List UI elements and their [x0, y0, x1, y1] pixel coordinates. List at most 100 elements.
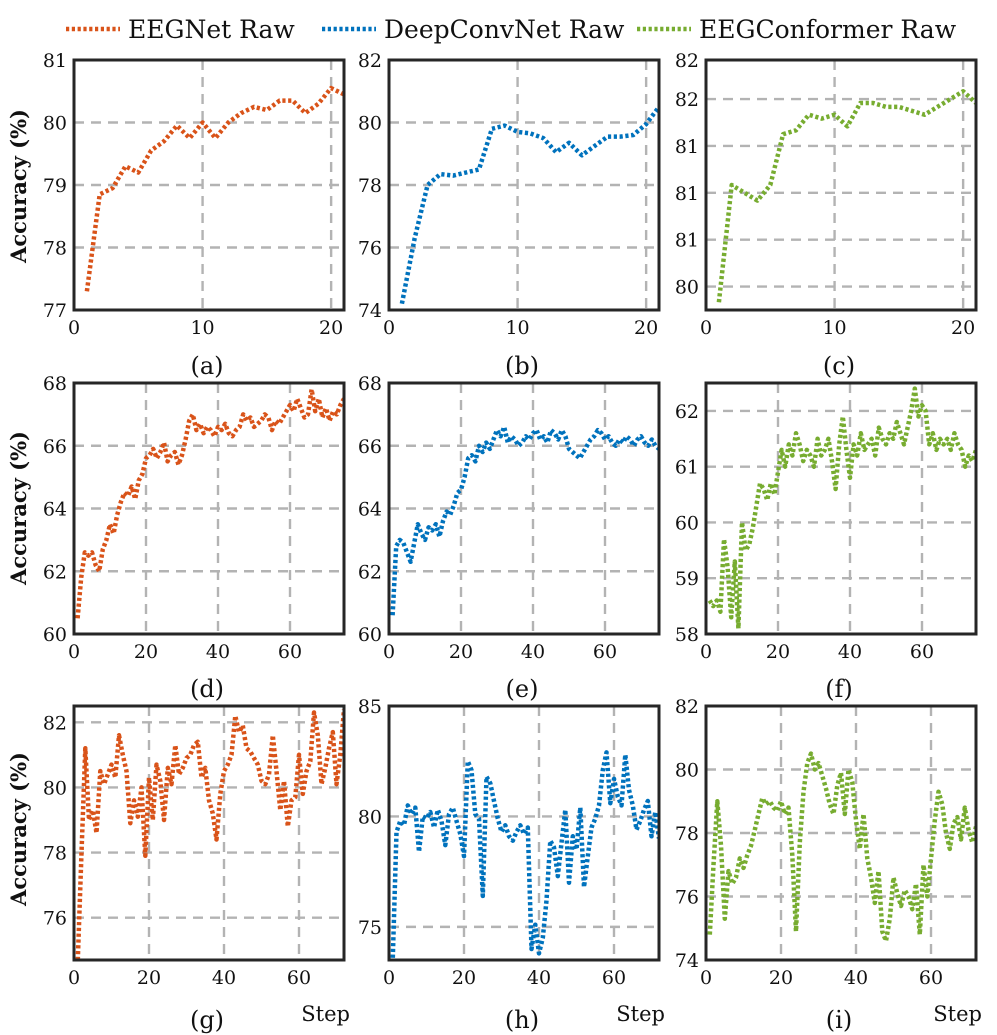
series-line-b: [399, 105, 659, 305]
panel-label: (c): [823, 352, 855, 380]
panel-label: (g): [190, 1006, 224, 1034]
x-tick-label: 20: [137, 967, 161, 989]
panel-label: (b): [505, 352, 539, 380]
x-tick-label: 0: [383, 641, 395, 663]
series-line-f: [707, 386, 976, 631]
y-axis-labels: Accuracy (%) Accuracy (%) Accuracy (%): [6, 109, 31, 907]
x-tick-label: 0: [700, 641, 712, 663]
panel-label: (d): [190, 675, 224, 703]
y-tick-label: 80: [358, 806, 382, 828]
y-tick-label: 77: [43, 300, 67, 322]
x-tick-label: 0: [68, 967, 80, 989]
x-tick-label: 0: [700, 317, 712, 339]
panels: 0 10 20 77 78 79 80 81 (a) 0 10 20 74 76 78 80 82 (b) 0 10 2…: [43, 50, 982, 1034]
y-tick-label: 75: [358, 917, 382, 939]
panel-d: 0 20 40 60 60 62 64 66 68 (d): [43, 373, 346, 703]
y-tick-label: 82: [675, 696, 699, 718]
panel-h: 0 20 40 60 75 80 85 (h) Step: [358, 696, 665, 1034]
panel-c: 0 10 20 80 81 81 81 82 82 (c): [675, 50, 978, 380]
y-tick-label: 62: [43, 561, 67, 583]
step-axis-label: Step: [301, 1002, 350, 1026]
y-tick-label: 78: [675, 823, 699, 845]
x-tick-label: 20: [449, 641, 473, 663]
legend-item-eegconformer: EEGConformer Raw: [637, 15, 957, 44]
x-tick-label: 10: [822, 317, 846, 339]
x-tick-label: 10: [190, 317, 214, 339]
legend-item-deepconvnet: DeepConvNet Raw: [322, 15, 625, 44]
y-tick-label: 85: [358, 696, 382, 718]
y-tick-label: 74: [358, 300, 382, 322]
panel-label: (a): [190, 352, 223, 380]
plot-frame: [387, 381, 661, 636]
legend: EEGNet Raw DeepConvNet Raw EEGConformer …: [66, 15, 957, 44]
x-tick-label: 0: [383, 317, 395, 339]
series-line-h: [390, 750, 659, 958]
y-tick-label: 66: [358, 436, 382, 458]
panel-i: 0 20 40 60 74 76 78 80 82 (i) Step: [675, 696, 982, 1034]
plot-frame: [72, 381, 346, 636]
x-tick-label: 40: [212, 967, 236, 989]
x-tick-label: 20: [769, 967, 793, 989]
y-tick-label: 78: [43, 238, 67, 260]
y-tick-label: 82: [675, 50, 699, 72]
panel-b: 0 10 20 74 76 78 80 82 (b): [358, 50, 661, 380]
y-tick-label: 81: [675, 230, 699, 252]
legend-label-eegconformer: EEGConformer Raw: [699, 15, 957, 44]
x-tick-label: 0: [383, 967, 395, 989]
y-tick-label: 66: [43, 436, 67, 458]
x-tick-label: 60: [602, 967, 626, 989]
panel-g: 0 20 40 60 76 78 80 82 (g) Step: [43, 704, 350, 1034]
x-tick-label: 40: [838, 641, 862, 663]
y-tick-label: 61: [675, 457, 699, 479]
x-tick-label: 20: [951, 317, 975, 339]
panel-label: (i): [826, 1006, 852, 1034]
plot-frame: [72, 704, 346, 962]
panel-label: (e): [506, 675, 539, 703]
y-tick-label: 62: [675, 401, 699, 423]
y-tick-label: 74: [675, 950, 699, 972]
y-tick-label: 60: [675, 512, 699, 534]
y-tick-label: 64: [358, 499, 382, 521]
x-tick-label: 20: [452, 967, 476, 989]
y-tick-label: 80: [358, 113, 382, 135]
y-tick-label: 82: [675, 89, 699, 111]
x-tick-label: 20: [766, 641, 790, 663]
x-tick-label: 10: [505, 317, 529, 339]
y-tick-label: 80: [43, 113, 67, 135]
series-line-a: [84, 85, 344, 292]
y-axis-label-row3: Accuracy (%): [6, 752, 31, 907]
y-tick-label: 78: [43, 843, 67, 865]
y-tick-label: 76: [358, 238, 382, 260]
y-tick-label: 82: [358, 50, 382, 72]
y-tick-label: 68: [358, 373, 382, 395]
y-tick-label: 81: [43, 50, 67, 72]
y-axis-label-row1: Accuracy (%): [6, 109, 31, 264]
x-tick-label: 60: [919, 967, 943, 989]
y-tick-label: 80: [675, 760, 699, 782]
x-tick-label: 0: [68, 641, 80, 663]
y-tick-label: 79: [43, 175, 67, 197]
x-tick-label: 40: [527, 967, 551, 989]
y-tick-label: 81: [675, 136, 699, 158]
y-tick-label: 58: [675, 624, 699, 646]
plot-frame: [387, 58, 661, 312]
x-tick-label: 60: [287, 967, 311, 989]
legend-label-deepconvnet: DeepConvNet Raw: [384, 15, 625, 44]
plot-frame: [387, 704, 661, 962]
x-tick-label: 60: [593, 641, 617, 663]
series-line-c: [716, 89, 976, 303]
plot-frame: [704, 381, 978, 636]
x-tick-label: 20: [634, 317, 658, 339]
x-tick-label: 60: [278, 641, 302, 663]
series-line-i: [707, 751, 976, 944]
series-line-g: [75, 709, 344, 960]
panel-label: (h): [505, 1006, 539, 1034]
x-tick-label: 40: [521, 641, 545, 663]
panel-a: 0 10 20 77 78 79 80 81 (a): [43, 50, 346, 380]
legend-item-eegnet: EEGNet Raw: [66, 15, 295, 44]
step-axis-label: Step: [616, 1002, 665, 1026]
panel-e: 0 20 40 60 60 62 64 66 68 (e): [358, 373, 661, 703]
y-tick-label: 80: [675, 277, 699, 299]
x-tick-label: 20: [134, 641, 158, 663]
